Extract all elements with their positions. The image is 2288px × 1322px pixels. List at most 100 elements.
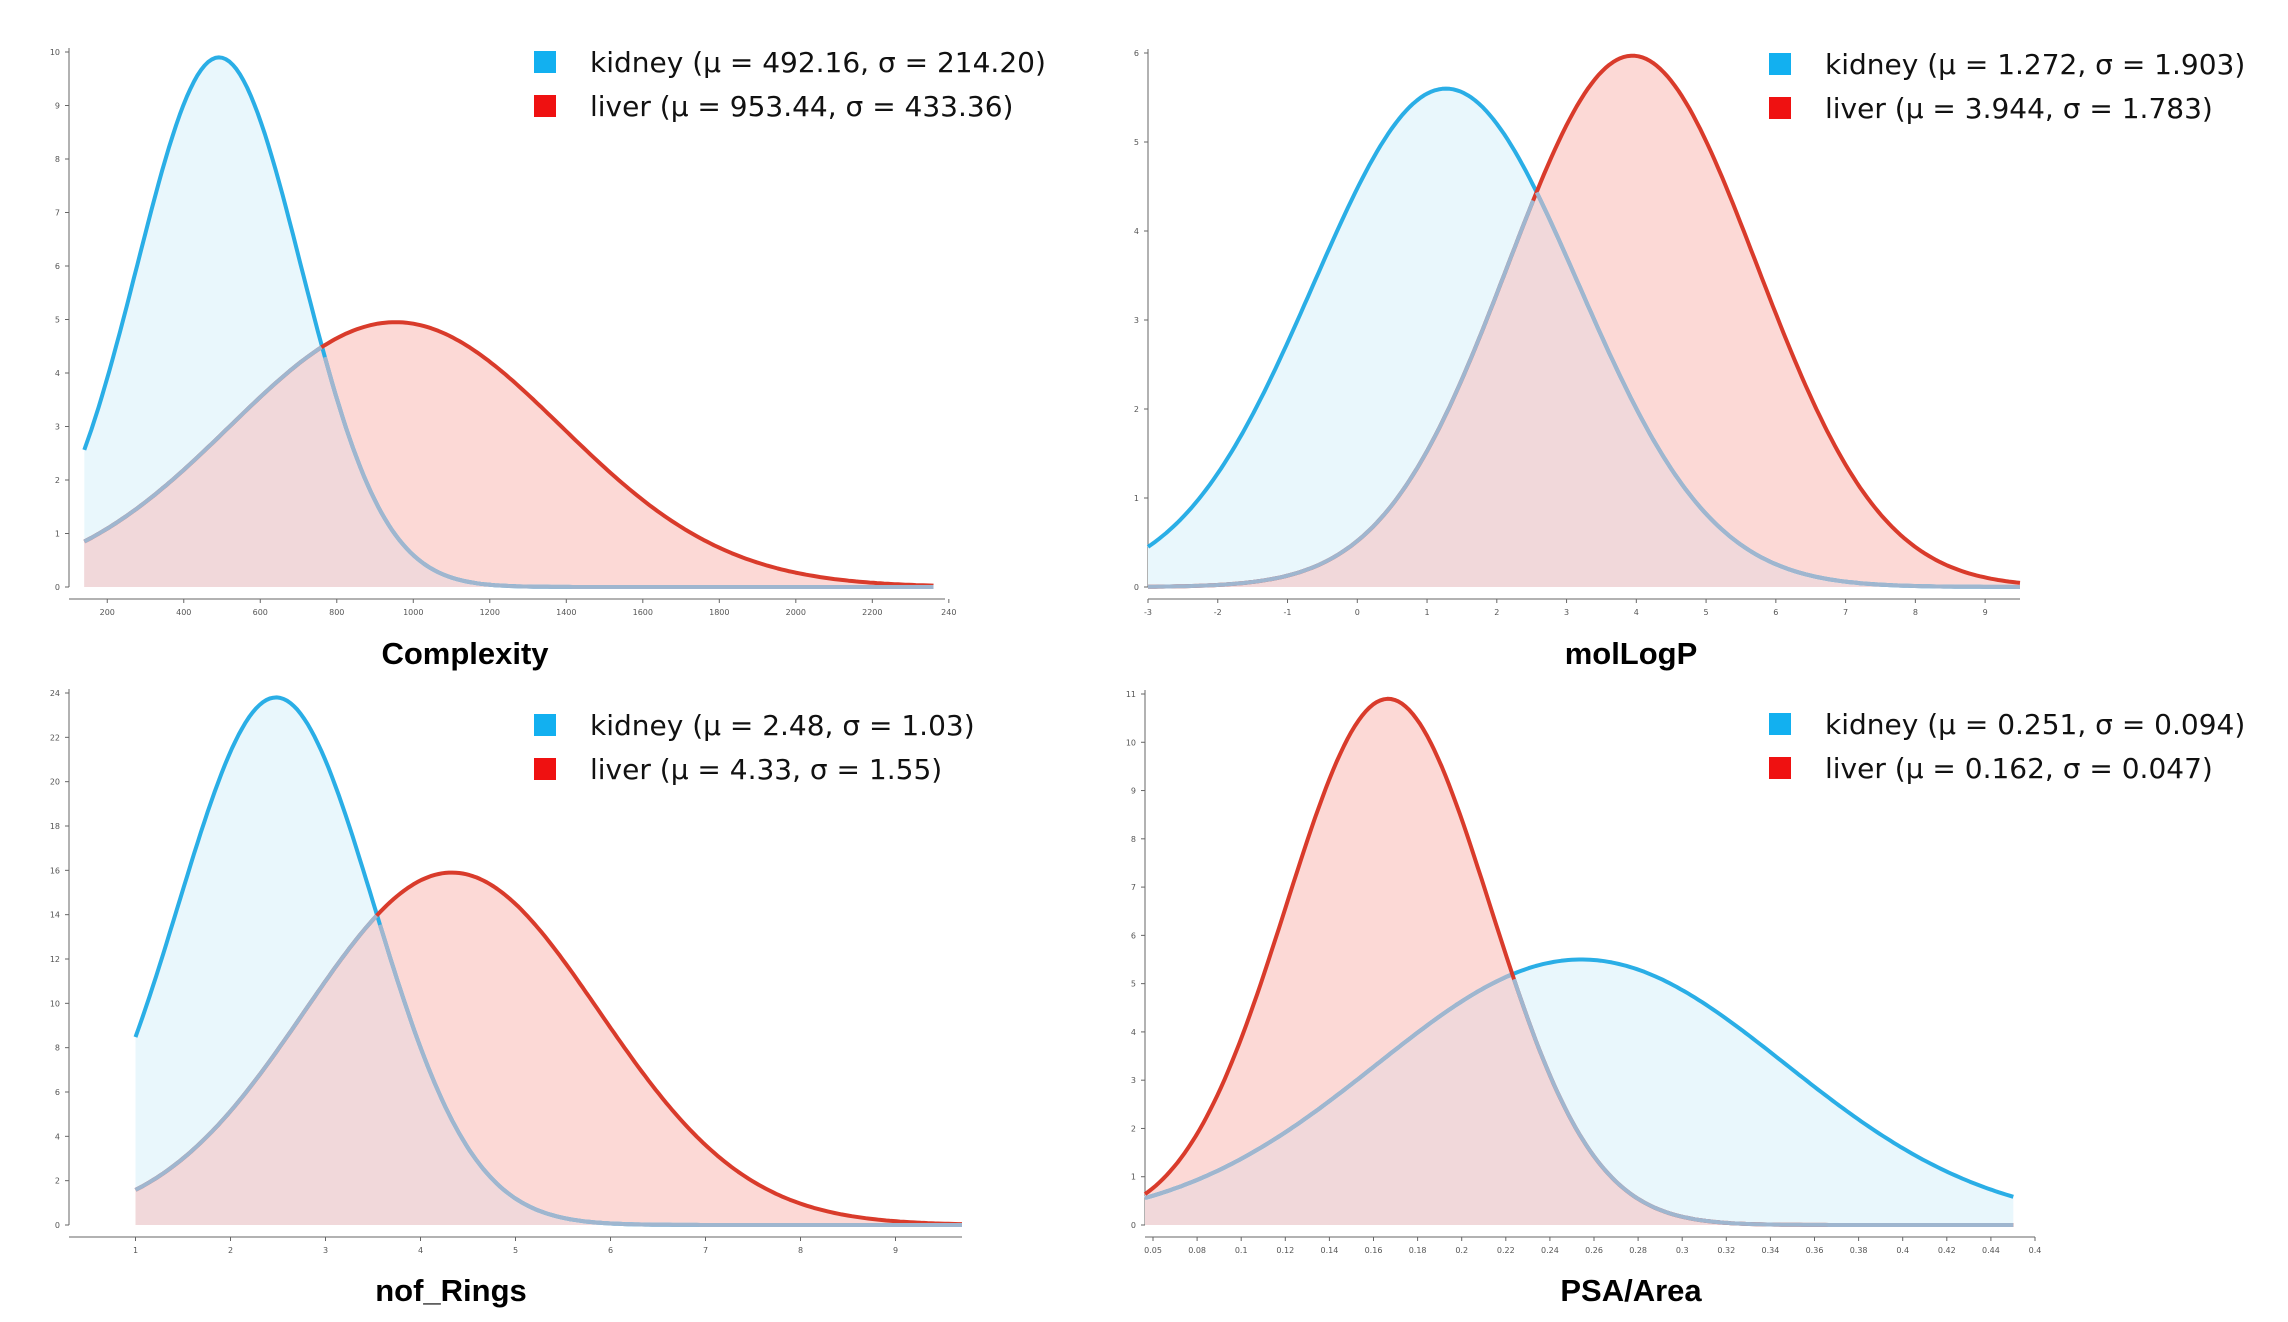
x-tick-label: 1000 xyxy=(403,608,423,617)
y-tick-label: 2 xyxy=(55,1177,60,1186)
y-tick-label: 3 xyxy=(1134,316,1139,325)
chart-panel-psa-area: 0 1 2 3 4 5 6 7 8 9 10 11 0.05 0.08 0.1 0.12 0.14 0.16 0.1… xyxy=(1126,661,2288,1322)
legend-nof-rings: kidney (μ = 2.48, σ = 1.03) liver (μ = 4… xyxy=(534,703,975,791)
y-tick-label: 22 xyxy=(50,733,60,742)
x-tick-label: 0.16 xyxy=(1365,1246,1383,1255)
kidney-overlap-line xyxy=(1144,973,1512,1200)
y-tick-label: 18 xyxy=(50,822,60,831)
x-tick-label: 9 xyxy=(1983,608,1988,617)
chart-panel-nof-rings: 0 2 4 6 8 10 12 14 16 18 20 22 24 1 2 3 4 5 6 7 8 9 kidney (μ… xyxy=(0,661,1144,1322)
chart-title-complexity: Complexity xyxy=(381,636,549,671)
x-tick-label: 5 xyxy=(513,1246,518,1255)
x-tick-label: 0.18 xyxy=(1409,1246,1427,1255)
x-tick-label: 0 xyxy=(1355,608,1360,617)
y-tick-label: 6 xyxy=(55,262,60,271)
y-tick-label: 4 xyxy=(1134,227,1139,236)
x-tick-label: 240 xyxy=(941,608,956,617)
x-tick-label: 3 xyxy=(1564,608,1569,617)
legend-label-liver: liver (μ = 953.44, σ = 433.36) xyxy=(590,89,1014,123)
legend-item-liver: liver (μ = 4.33, σ = 1.55) xyxy=(534,747,975,791)
x-tick-label: 2200 xyxy=(862,608,882,617)
x-tick-label: 1200 xyxy=(480,608,500,617)
x-tick-label: 0.42 xyxy=(1938,1246,1956,1255)
y-tick-label: 6 xyxy=(1131,931,1136,940)
x-tick-label: 200 xyxy=(100,608,115,617)
chart-title-nof-rings: nof_Rings xyxy=(375,1273,527,1308)
y-tick-label: 1 xyxy=(55,530,60,539)
x-tick-label: 8 xyxy=(798,1246,803,1255)
y-tick-label: 9 xyxy=(55,102,60,111)
x-tick-label: 0.44 xyxy=(1982,1246,2000,1255)
legend-psa-area: kidney (μ = 0.251, σ = 0.094) liver (μ =… xyxy=(1769,702,2245,790)
y-tick-label: 7 xyxy=(55,209,60,218)
x-tick-label: 0.26 xyxy=(1585,1246,1603,1255)
x-tick-label: 2000 xyxy=(786,608,806,617)
x-tick-label: 6 xyxy=(1773,608,1778,617)
x-tick-label: 9 xyxy=(893,1246,898,1255)
liver-swatch-icon xyxy=(1769,97,1791,119)
x-tick-label: 7 xyxy=(703,1246,708,1255)
liver-overlap-line xyxy=(83,345,323,544)
x-tick-label: 600 xyxy=(253,608,268,617)
kidney-overlap-line xyxy=(378,924,962,1227)
overlap-area xyxy=(84,347,934,587)
y-tick-label: 2 xyxy=(55,476,60,485)
x-tick-label: 0.08 xyxy=(1188,1246,1206,1255)
x-tick-label: 0.4 xyxy=(1896,1246,1909,1255)
y-tick-label: 1 xyxy=(1131,1173,1136,1182)
y-tick-label: 10 xyxy=(50,48,60,57)
x-tick-label: 4 xyxy=(418,1246,423,1255)
x-tick-label: 5 xyxy=(1704,608,1709,617)
overlap-area xyxy=(135,915,962,1225)
x-tick-label: 2 xyxy=(1494,608,1499,617)
x-tick-label: -1 xyxy=(1284,608,1292,617)
kidney-swatch-icon xyxy=(1769,713,1791,735)
x-tick-label: 6 xyxy=(608,1246,613,1255)
x-tick-label: -3 xyxy=(1144,608,1152,617)
x-tick-label: 7 xyxy=(1843,608,1848,617)
chart-mollogp: 0 1 2 3 4 5 6 -3 -2 -1 0 1 2 3 4 5 6 7 8 9 xyxy=(1134,49,2021,617)
x-tick-label: 0.36 xyxy=(1806,1246,1824,1255)
legend-label-kidney: kidney (μ = 492.16, σ = 214.20) xyxy=(590,45,1046,79)
liver-overlap-line xyxy=(1148,199,1535,589)
y-tick-label: 3 xyxy=(55,423,60,432)
chart-panel-mollogp: 0 1 2 3 4 5 6 -3 -2 -1 0 1 2 3 4 5 6 7 8 9 kidney (μ = 1.27… xyxy=(1134,0,2288,672)
legend-label-liver: liver (μ = 3.944, σ = 1.783) xyxy=(1825,91,2213,125)
legend-item-liver: liver (μ = 953.44, σ = 433.36) xyxy=(534,84,1046,128)
legend-label-kidney: kidney (μ = 2.48, σ = 1.03) xyxy=(590,708,975,742)
liver-swatch-icon xyxy=(534,95,556,117)
kidney-swatch-icon xyxy=(1769,53,1791,75)
y-tick-label: 11 xyxy=(1126,690,1136,699)
y-tick-label: 14 xyxy=(50,911,60,920)
kidney-swatch-icon xyxy=(534,714,556,736)
y-tick-label: 0 xyxy=(1131,1221,1136,1230)
chart-psa-area: 0 1 2 3 4 5 6 7 8 9 10 11 0.05 0.08 0.1 0.12 0.14 0.16 0.1… xyxy=(1126,690,2041,1255)
chart-panel-complexity: 0 1 2 3 4 5 6 7 8 9 10 200 400 600 800 1000 1200 1400 1600… xyxy=(0,0,1144,672)
legend-label-liver: liver (μ = 4.33, σ = 1.55) xyxy=(590,752,943,786)
legend-mollogp: kidney (μ = 1.272, σ = 1.903) liver (μ =… xyxy=(1769,42,2245,130)
x-tick-label: 0.05 xyxy=(1144,1246,1162,1255)
x-tick-label: 1 xyxy=(1424,608,1429,617)
y-tick-label: 8 xyxy=(55,1044,60,1053)
legend-label-liver: liver (μ = 0.162, σ = 0.047) xyxy=(1825,751,2213,785)
x-tick-label: 0.32 xyxy=(1717,1246,1735,1255)
y-tick-label: 8 xyxy=(55,155,60,164)
x-tick-label: 2 xyxy=(228,1246,233,1255)
x-tick-label: 0.2 xyxy=(1455,1246,1468,1255)
x-tick-label: -2 xyxy=(1214,608,1222,617)
y-tick-label: 2 xyxy=(1131,1124,1136,1133)
legend-item-liver: liver (μ = 0.162, σ = 0.047) xyxy=(1769,746,2245,790)
y-tick-label: 1 xyxy=(1134,494,1139,503)
y-tick-label: 4 xyxy=(55,1132,60,1141)
y-tick-label: 12 xyxy=(50,955,60,964)
chart-complexity: 0 1 2 3 4 5 6 7 8 9 10 200 400 600 800 1000 1200 1400 1600… xyxy=(50,48,956,617)
y-tick-label: 4 xyxy=(1131,1028,1136,1037)
y-tick-label: 0 xyxy=(55,583,60,592)
y-tick-label: 0 xyxy=(1134,583,1139,592)
y-tick-label: 10 xyxy=(1126,738,1136,747)
y-tick-label: 3 xyxy=(1131,1076,1136,1085)
y-tick-label: 7 xyxy=(1131,883,1136,892)
y-tick-label: 4 xyxy=(55,369,60,378)
overlap-area xyxy=(1145,975,2014,1225)
